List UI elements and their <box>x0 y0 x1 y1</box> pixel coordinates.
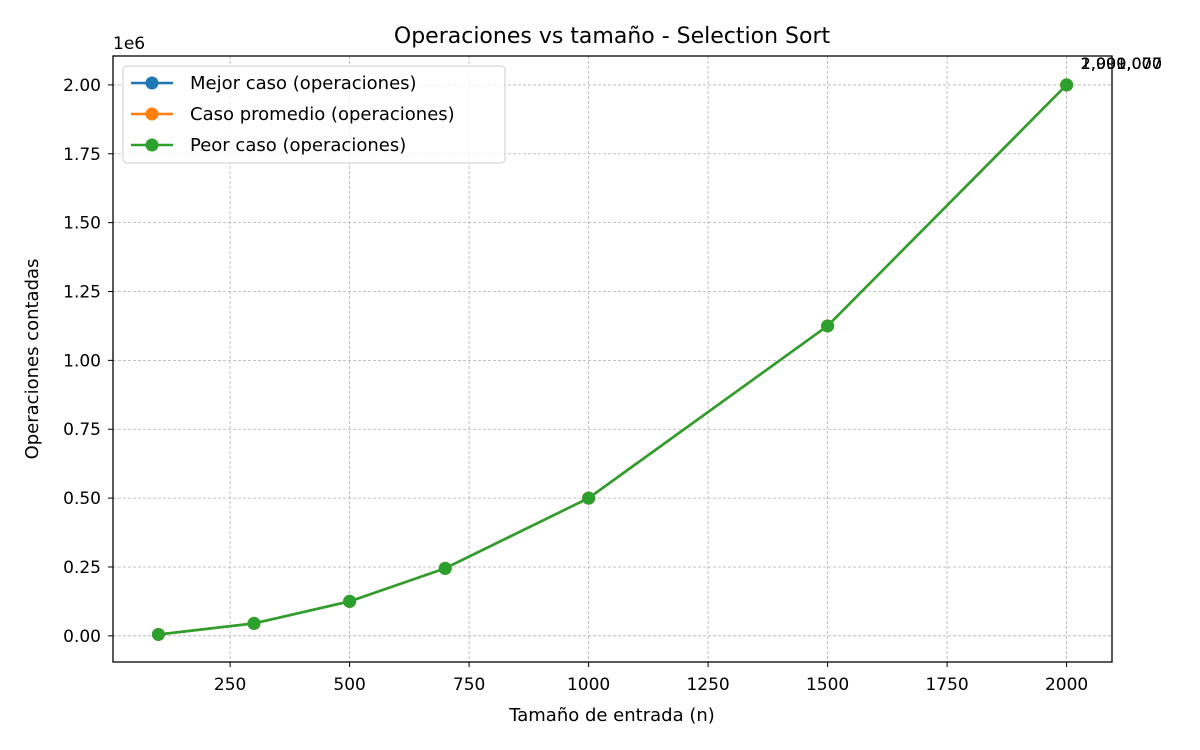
y-axis-title: Operaciones contadas <box>22 259 43 460</box>
plot-area-frame <box>112 55 1113 663</box>
data-point <box>438 561 452 575</box>
series-3 <box>151 78 1074 641</box>
y-tick-label: 1.00 <box>63 351 101 371</box>
legend-label: Mejor caso (operaciones) <box>190 73 417 94</box>
legend-label: Caso promedio (operaciones) <box>190 104 455 125</box>
legend-box <box>122 65 506 164</box>
data-point <box>247 616 261 630</box>
x-tick-label: 1750 <box>925 675 968 695</box>
data-label: 2,001,077 <box>1081 54 1162 73</box>
legend-label: Peor caso (operaciones) <box>190 135 406 156</box>
x-tick-label: 750 <box>453 675 485 695</box>
y-axis: 0.00 0.25 0.50 0.75 1.00 1.25 1.50 1.75 2.00 <box>63 76 113 647</box>
data-point <box>821 319 835 333</box>
y-tick-label: 0.00 <box>63 627 101 647</box>
x-tick-label: 500 <box>333 675 365 695</box>
x-axis: 250 500 750 1000 1250 1500 1750 2000 <box>214 662 1088 695</box>
legend: Mejor caso (operaciones) Caso promedio (o… <box>122 65 506 164</box>
chart-title: Operaciones vs tamaño - Selection Sort <box>394 24 831 49</box>
legend-marker <box>145 76 159 90</box>
x-tick-label: 2000 <box>1045 675 1088 695</box>
y-tick-label: 1.75 <box>63 145 101 165</box>
legend-marker <box>145 107 159 121</box>
data-point <box>151 627 165 641</box>
y-tick-label: 2.00 <box>63 76 101 96</box>
y-tick-label: 1.50 <box>63 214 101 234</box>
y-tick-label: 0.25 <box>63 558 101 578</box>
y-axis-offset-label: 1e6 <box>113 34 145 54</box>
data-label: 1,999,000 <box>1081 54 1162 73</box>
x-axis-title: Tamaño de entrada (n) <box>508 705 715 726</box>
legend-marker <box>145 138 159 152</box>
data-point <box>1060 78 1074 92</box>
y-tick-label: 0.75 <box>63 420 101 440</box>
legend-item: Peor caso (operaciones) <box>131 135 406 156</box>
x-tick-label: 1000 <box>567 675 610 695</box>
y-tick-label: 0.50 <box>63 489 101 509</box>
data-point <box>582 491 596 505</box>
data-label: 2,000,000 <box>1081 54 1162 73</box>
legend-item: Mejor caso (operaciones) <box>131 73 417 94</box>
x-tick-label: 1250 <box>686 675 729 695</box>
x-tick-label: 1500 <box>806 675 849 695</box>
legend-item: Caso promedio (operaciones) <box>131 104 455 125</box>
series-group <box>151 78 1074 641</box>
y-tick-label: 1.25 <box>63 283 101 303</box>
x-tick-label: 250 <box>214 675 246 695</box>
data-point <box>343 594 357 608</box>
